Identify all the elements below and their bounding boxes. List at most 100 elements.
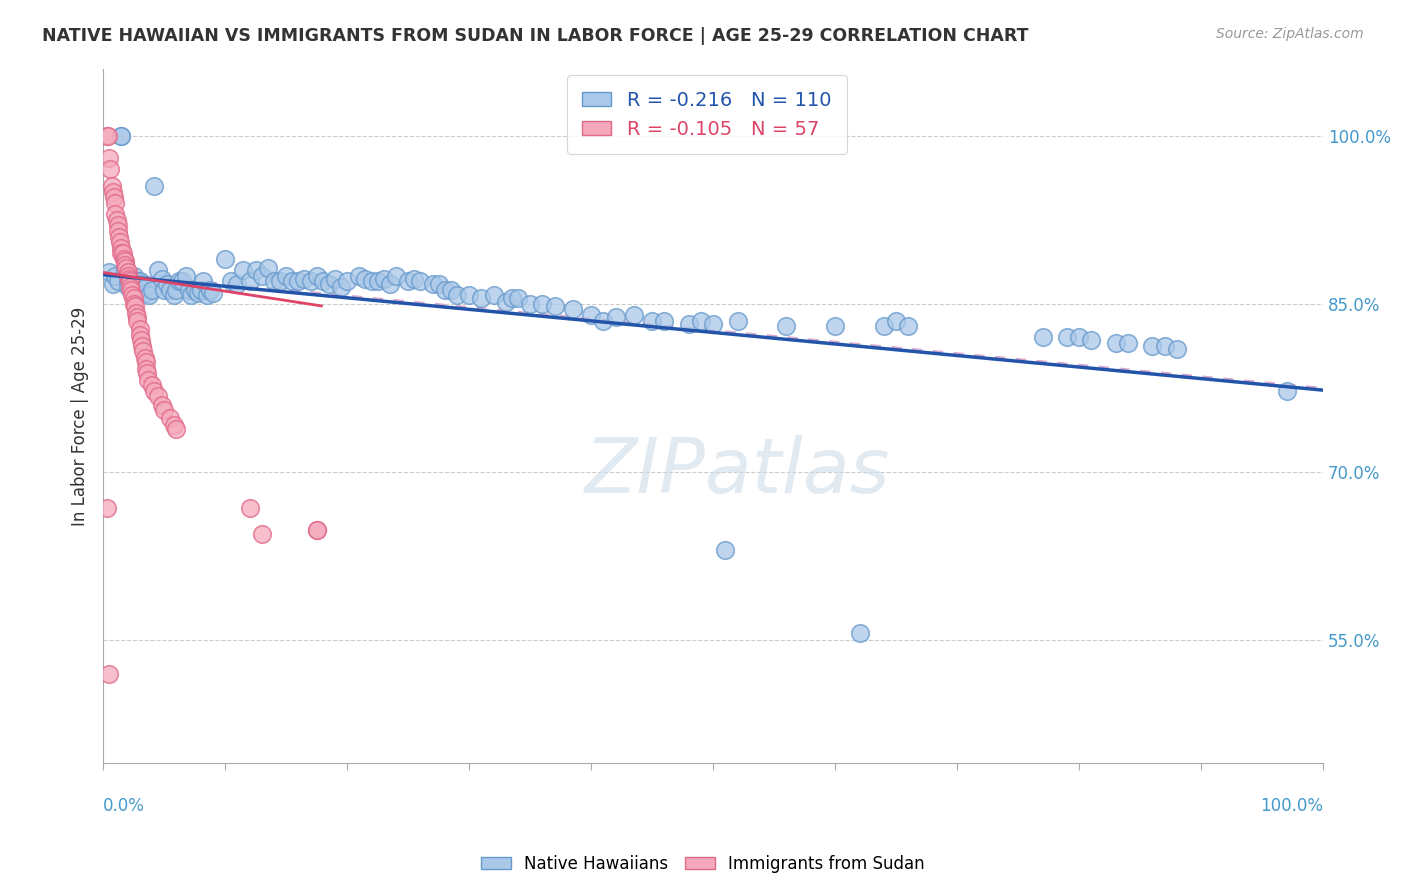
Point	[138, 288, 160, 302]
Point	[100, 179, 122, 194]
Point	[195, 288, 218, 302]
Point	[128, 284, 150, 298]
Point	[98, 265, 121, 279]
Point	[605, 310, 627, 325]
Point	[897, 319, 920, 334]
Point	[250, 526, 273, 541]
Point	[131, 277, 153, 291]
Point	[141, 377, 163, 392]
Point	[1105, 336, 1128, 351]
Point	[305, 268, 328, 283]
Point	[127, 310, 149, 325]
Point	[848, 626, 870, 640]
Point	[714, 543, 737, 558]
Point	[112, 252, 135, 266]
Point	[519, 297, 541, 311]
Point	[110, 128, 132, 143]
Point	[1031, 330, 1053, 344]
Point	[226, 277, 249, 291]
Point	[294, 272, 316, 286]
Point	[245, 263, 267, 277]
Point	[281, 275, 304, 289]
Point	[111, 246, 134, 260]
Point	[409, 275, 432, 289]
Point	[110, 246, 132, 260]
Point	[118, 275, 141, 289]
Point	[107, 224, 129, 238]
Point	[470, 291, 492, 305]
Point	[531, 297, 554, 311]
Point	[174, 268, 197, 283]
Point	[440, 284, 463, 298]
Point	[187, 285, 209, 300]
Point	[427, 277, 450, 291]
Point	[201, 285, 224, 300]
Point	[118, 272, 141, 286]
Point	[153, 284, 176, 298]
Point	[135, 362, 157, 376]
Point	[100, 162, 122, 177]
Point	[458, 288, 481, 302]
Point	[1153, 339, 1175, 353]
Point	[132, 343, 155, 358]
Point	[592, 313, 614, 327]
Point	[641, 313, 664, 327]
Point	[146, 263, 169, 277]
Point	[396, 275, 419, 289]
Point	[330, 280, 353, 294]
Point	[104, 196, 127, 211]
Point	[135, 285, 157, 300]
Point	[122, 268, 145, 283]
Point	[165, 422, 187, 436]
Point	[150, 398, 173, 412]
Point	[238, 275, 260, 289]
Point	[159, 284, 181, 298]
Point	[404, 272, 426, 286]
Point	[269, 275, 291, 289]
Point	[122, 277, 145, 291]
Point	[385, 268, 408, 283]
Point	[117, 275, 139, 289]
Point	[433, 284, 456, 298]
Point	[232, 263, 254, 277]
Point	[107, 219, 129, 233]
Point	[163, 288, 186, 302]
Point	[118, 272, 141, 286]
Point	[108, 229, 131, 244]
Point	[104, 268, 127, 283]
Text: 0.0%: 0.0%	[103, 797, 145, 815]
Point	[1080, 333, 1102, 347]
Point	[110, 128, 132, 143]
Point	[1056, 330, 1078, 344]
Point	[110, 241, 132, 255]
Point	[193, 275, 215, 289]
Point	[183, 284, 205, 298]
Point	[114, 258, 136, 272]
Point	[165, 284, 187, 298]
Point	[336, 275, 359, 289]
Point	[287, 275, 309, 289]
Point	[678, 317, 700, 331]
Point	[305, 523, 328, 537]
Point	[117, 280, 139, 294]
Point	[446, 288, 468, 302]
Point	[652, 313, 675, 327]
Point	[238, 500, 260, 515]
Point	[127, 313, 149, 327]
Legend: R = -0.216   N = 110, R = -0.105   N = 57: R = -0.216 N = 110, R = -0.105 N = 57	[567, 76, 846, 154]
Point	[543, 299, 565, 313]
Point	[200, 284, 222, 298]
Text: 100.0%: 100.0%	[1260, 797, 1323, 815]
Point	[155, 277, 177, 291]
Point	[128, 328, 150, 343]
Point	[117, 265, 139, 279]
Point	[482, 288, 505, 302]
Point	[120, 284, 142, 298]
Point	[354, 272, 377, 286]
Point	[219, 275, 242, 289]
Point	[690, 313, 713, 327]
Point	[98, 151, 121, 165]
Point	[378, 277, 401, 291]
Point	[96, 500, 118, 515]
Text: Source: ZipAtlas.com: Source: ZipAtlas.com	[1216, 27, 1364, 41]
